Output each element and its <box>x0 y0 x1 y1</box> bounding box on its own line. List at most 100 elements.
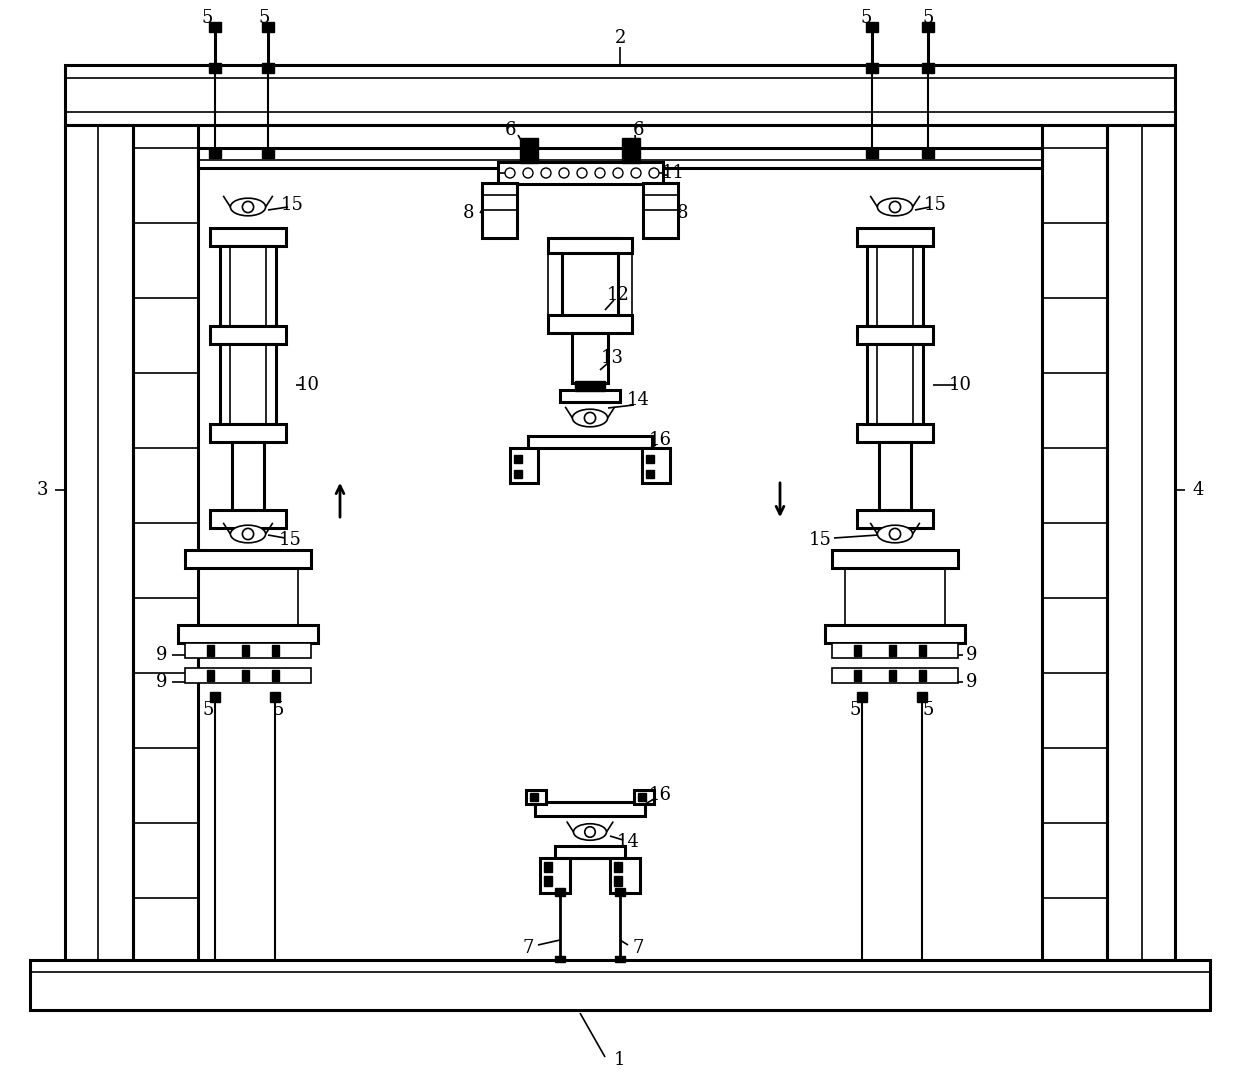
Circle shape <box>889 529 900 540</box>
Bar <box>510 448 538 483</box>
Circle shape <box>242 201 254 213</box>
Bar <box>556 846 625 858</box>
Circle shape <box>631 168 641 178</box>
Text: 5: 5 <box>273 701 284 719</box>
Bar <box>1107 125 1176 960</box>
Bar <box>832 550 959 568</box>
Bar <box>219 344 277 424</box>
Text: 3: 3 <box>36 481 48 499</box>
Text: 14: 14 <box>626 391 650 408</box>
Bar <box>854 670 861 680</box>
Text: 15: 15 <box>924 196 946 214</box>
Bar <box>242 670 249 680</box>
Text: 10: 10 <box>296 376 320 395</box>
Ellipse shape <box>573 410 608 427</box>
Bar <box>556 888 565 895</box>
Bar <box>639 793 646 801</box>
Bar <box>210 424 286 442</box>
Bar <box>262 148 274 158</box>
Circle shape <box>242 529 254 540</box>
Bar <box>919 670 926 680</box>
Bar <box>210 692 219 702</box>
Text: 5: 5 <box>849 701 861 719</box>
Bar <box>544 876 552 886</box>
Bar <box>219 246 277 326</box>
Bar <box>529 793 538 801</box>
Bar <box>923 22 934 32</box>
Bar <box>64 125 133 960</box>
Bar <box>560 390 620 402</box>
Bar <box>866 148 878 158</box>
Bar <box>832 668 959 683</box>
Bar <box>210 228 286 246</box>
Bar <box>867 246 923 326</box>
Bar <box>857 692 867 702</box>
Bar <box>919 645 926 656</box>
Bar <box>482 183 517 238</box>
Bar <box>622 138 640 163</box>
Bar <box>825 625 965 643</box>
Text: 15: 15 <box>279 531 301 549</box>
Bar <box>832 643 959 658</box>
Text: 9: 9 <box>966 673 978 691</box>
Bar <box>528 436 652 448</box>
Circle shape <box>649 168 658 178</box>
Bar <box>644 183 678 238</box>
Bar <box>572 333 608 383</box>
Text: 9: 9 <box>156 673 167 691</box>
Text: 15: 15 <box>808 531 832 549</box>
Bar <box>185 550 311 568</box>
Bar <box>534 802 645 816</box>
Text: 5: 5 <box>923 9 934 27</box>
Bar <box>210 148 221 158</box>
Bar <box>857 510 932 528</box>
Bar <box>867 344 923 424</box>
Bar <box>210 510 286 528</box>
Text: 7: 7 <box>632 938 644 957</box>
Circle shape <box>577 168 587 178</box>
Text: 8: 8 <box>677 204 688 223</box>
Text: 7: 7 <box>522 938 533 957</box>
Text: 2: 2 <box>614 29 626 47</box>
Bar <box>539 858 570 893</box>
Text: 16: 16 <box>649 431 672 449</box>
Text: 9: 9 <box>966 646 978 664</box>
Bar <box>615 956 625 962</box>
Circle shape <box>585 827 595 837</box>
Ellipse shape <box>878 526 913 543</box>
Bar <box>210 326 286 344</box>
Text: 5: 5 <box>923 701 934 719</box>
Bar <box>526 790 546 804</box>
Bar <box>64 64 1176 125</box>
Bar <box>575 381 605 391</box>
Text: 15: 15 <box>280 196 304 214</box>
Ellipse shape <box>231 198 265 216</box>
Circle shape <box>595 168 605 178</box>
Bar <box>879 442 911 510</box>
Circle shape <box>559 168 569 178</box>
Circle shape <box>613 168 622 178</box>
Bar <box>918 692 928 702</box>
Text: 1: 1 <box>614 1051 626 1069</box>
Ellipse shape <box>878 198 913 216</box>
Bar <box>242 645 249 656</box>
Bar <box>515 455 522 463</box>
Bar <box>515 470 522 478</box>
Text: 5: 5 <box>202 701 213 719</box>
Text: 14: 14 <box>616 833 640 851</box>
Bar <box>854 645 861 656</box>
Ellipse shape <box>231 526 265 543</box>
Text: 10: 10 <box>949 376 971 395</box>
Text: 5: 5 <box>258 9 269 27</box>
Bar <box>857 424 932 442</box>
Bar <box>615 888 625 895</box>
Bar <box>614 862 622 872</box>
Bar <box>179 625 317 643</box>
Bar <box>866 22 878 32</box>
Bar <box>185 643 311 658</box>
Text: 5: 5 <box>861 9 872 27</box>
Text: 6: 6 <box>505 121 516 139</box>
Bar <box>889 670 897 680</box>
Text: 9: 9 <box>156 646 167 664</box>
Bar <box>272 645 279 656</box>
